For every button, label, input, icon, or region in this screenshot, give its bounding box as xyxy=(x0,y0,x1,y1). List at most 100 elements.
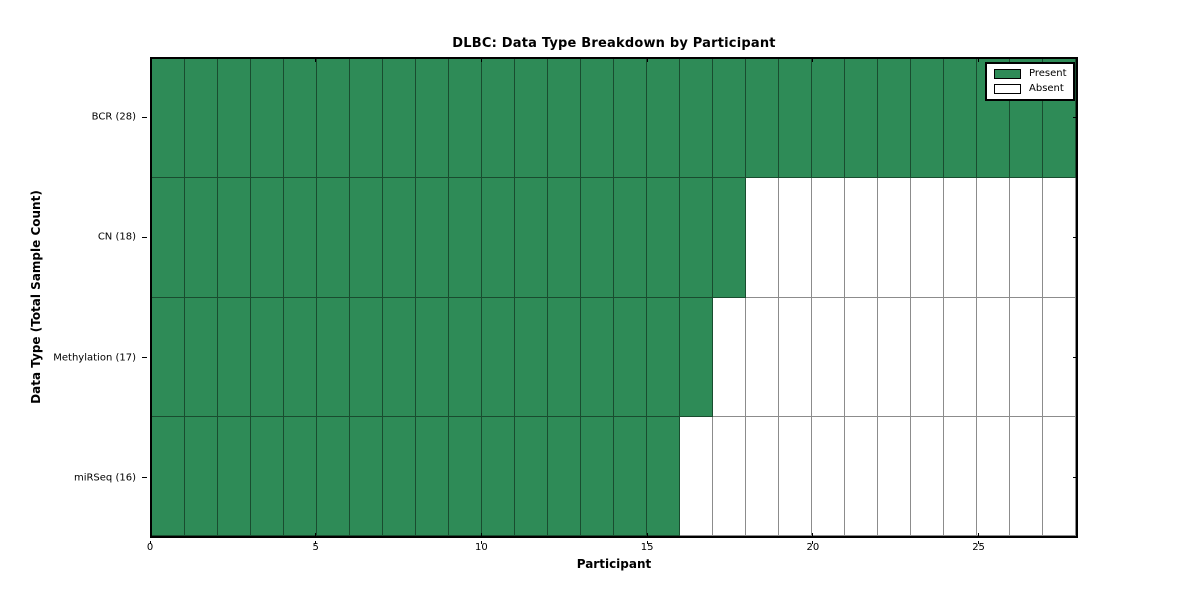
cell-Methylation-23 xyxy=(911,297,944,417)
x-axis-label: Participant xyxy=(576,557,652,571)
x-tick-label-15: 15 xyxy=(640,542,654,553)
cell-Methylation-8 xyxy=(416,297,449,417)
cell-CN-15 xyxy=(647,178,680,298)
y-tick-label-BCR: BCR (28) xyxy=(91,111,136,123)
cell-Methylation-5 xyxy=(317,297,350,417)
cell-Methylation-14 xyxy=(614,297,647,417)
cell-BCR-23 xyxy=(911,59,944,179)
cell-BCR-11 xyxy=(515,59,548,179)
cell-miRSeq-17 xyxy=(713,416,746,536)
cell-CN-2 xyxy=(218,178,251,298)
cell-miRSeq-2 xyxy=(218,416,251,536)
cell-BCR-1 xyxy=(185,59,218,179)
cell-CN-14 xyxy=(614,178,647,298)
cell-BCR-16 xyxy=(680,59,713,179)
cell-Methylation-7 xyxy=(383,297,416,417)
cell-Methylation-25 xyxy=(977,297,1010,417)
cell-BCR-4 xyxy=(284,59,317,179)
x-tick-label-0: 0 xyxy=(146,542,154,553)
cell-BCR-9 xyxy=(449,59,482,179)
cell-BCR-10 xyxy=(482,59,515,179)
cell-Methylation-15 xyxy=(647,297,680,417)
cell-Methylation-13 xyxy=(581,297,614,417)
legend-item-absent: Absent xyxy=(994,83,1068,94)
cell-CN-7 xyxy=(383,178,416,298)
cell-BCR-7 xyxy=(383,59,416,179)
cell-CN-0 xyxy=(152,178,185,298)
cell-miRSeq-16 xyxy=(680,416,713,536)
cell-BCR-8 xyxy=(416,59,449,179)
cell-BCR-5 xyxy=(317,59,350,179)
cell-miRSeq-22 xyxy=(878,416,911,536)
cell-miRSeq-13 xyxy=(581,416,614,536)
cell-CN-12 xyxy=(548,178,581,298)
x-tick-label-20: 20 xyxy=(806,542,820,553)
cell-BCR-15 xyxy=(647,59,680,179)
cell-CN-21 xyxy=(845,178,878,298)
x-tick-label-5: 5 xyxy=(312,542,319,553)
cell-Methylation-22 xyxy=(878,297,911,417)
cell-miRSeq-18 xyxy=(746,416,779,536)
cell-CN-11 xyxy=(515,178,548,298)
cell-Methylation-24 xyxy=(944,297,977,417)
cell-Methylation-0 xyxy=(152,297,185,417)
cell-BCR-21 xyxy=(845,59,878,179)
y-tick-label-Methylation: Methylation (17) xyxy=(53,352,136,364)
cell-miRSeq-1 xyxy=(185,416,218,536)
cell-Methylation-19 xyxy=(779,297,812,417)
cell-miRSeq-19 xyxy=(779,416,812,536)
cell-CN-25 xyxy=(977,178,1010,298)
cell-Methylation-26 xyxy=(1010,297,1043,417)
cell-CN-10 xyxy=(482,178,515,298)
cell-BCR-20 xyxy=(812,59,845,179)
cell-CN-24 xyxy=(944,178,977,298)
cell-BCR-14 xyxy=(614,59,647,179)
cell-miRSeq-10 xyxy=(482,416,515,536)
cell-CN-17 xyxy=(713,178,746,298)
cell-BCR-0 xyxy=(152,59,185,179)
cell-CN-4 xyxy=(284,178,317,298)
cell-BCR-6 xyxy=(350,59,383,179)
cell-Methylation-21 xyxy=(845,297,878,417)
cell-CN-19 xyxy=(779,178,812,298)
cell-miRSeq-4 xyxy=(284,416,317,536)
cell-Methylation-20 xyxy=(812,297,845,417)
cell-Methylation-4 xyxy=(284,297,317,417)
cell-miRSeq-14 xyxy=(614,416,647,536)
legend-swatch-absent-icon xyxy=(994,83,1021,94)
cell-miRSeq-6 xyxy=(350,416,383,536)
y-tick-mark xyxy=(142,236,147,238)
cell-miRSeq-15 xyxy=(647,416,680,536)
y-axis-label: Data Type (Total Sample Count) xyxy=(29,190,43,404)
cell-CN-16 xyxy=(680,178,713,298)
cell-Methylation-10 xyxy=(482,297,515,417)
cell-miRSeq-8 xyxy=(416,416,449,536)
cell-BCR-22 xyxy=(878,59,911,179)
cell-Methylation-9 xyxy=(449,297,482,417)
cell-CN-6 xyxy=(350,178,383,298)
cell-CN-9 xyxy=(449,178,482,298)
heatmap-grid xyxy=(152,59,1076,536)
cell-BCR-19 xyxy=(779,59,812,179)
cell-miRSeq-23 xyxy=(911,416,944,536)
cell-CN-5 xyxy=(317,178,350,298)
y-tick-label-miRSeq: miRSeq (16) xyxy=(73,472,136,484)
cell-miRSeq-5 xyxy=(317,416,350,536)
cell-BCR-2 xyxy=(218,59,251,179)
legend: Present Absent xyxy=(985,62,1075,101)
cell-CN-20 xyxy=(812,178,845,298)
cell-BCR-18 xyxy=(746,59,779,179)
cell-Methylation-6 xyxy=(350,297,383,417)
cell-miRSeq-0 xyxy=(152,416,185,536)
cell-BCR-17 xyxy=(713,59,746,179)
cell-Methylation-27 xyxy=(1043,297,1076,417)
cell-Methylation-17 xyxy=(713,297,746,417)
cell-CN-23 xyxy=(911,178,944,298)
cell-miRSeq-9 xyxy=(449,416,482,536)
cell-CN-27 xyxy=(1043,178,1076,298)
cell-miRSeq-3 xyxy=(251,416,284,536)
cell-CN-1 xyxy=(185,178,218,298)
cell-Methylation-1 xyxy=(185,297,218,417)
cell-miRSeq-11 xyxy=(515,416,548,536)
